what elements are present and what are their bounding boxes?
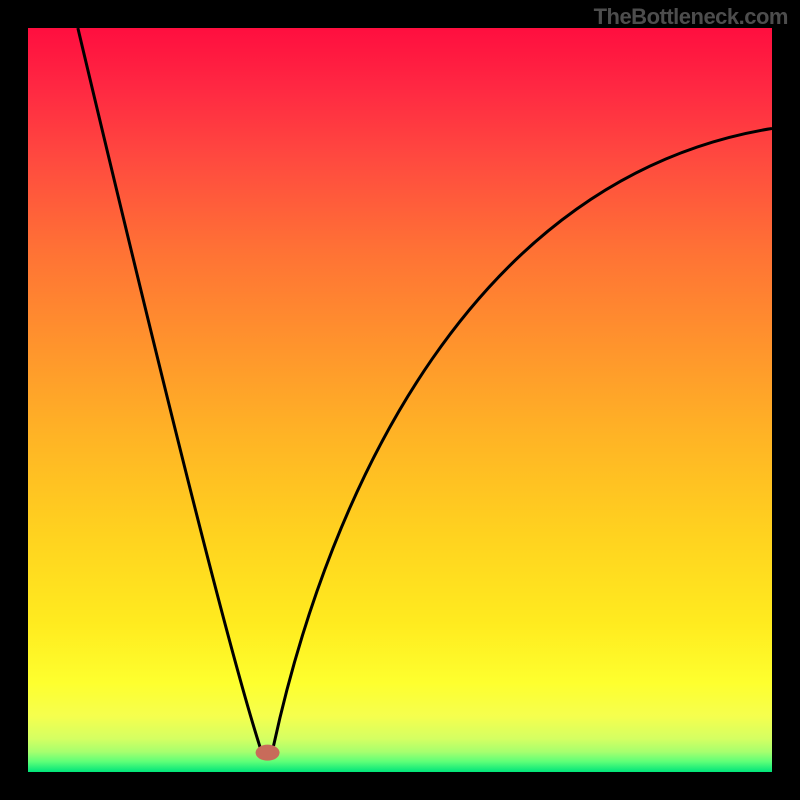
- curve-left-branch: [78, 28, 261, 750]
- minimum-marker: [256, 745, 280, 761]
- plot-frame: [28, 28, 772, 772]
- chart-stage: TheBottleneck.com: [0, 0, 800, 800]
- curve-layer: [28, 28, 772, 772]
- curve-right-branch: [274, 128, 772, 746]
- watermark-text: TheBottleneck.com: [594, 4, 788, 30]
